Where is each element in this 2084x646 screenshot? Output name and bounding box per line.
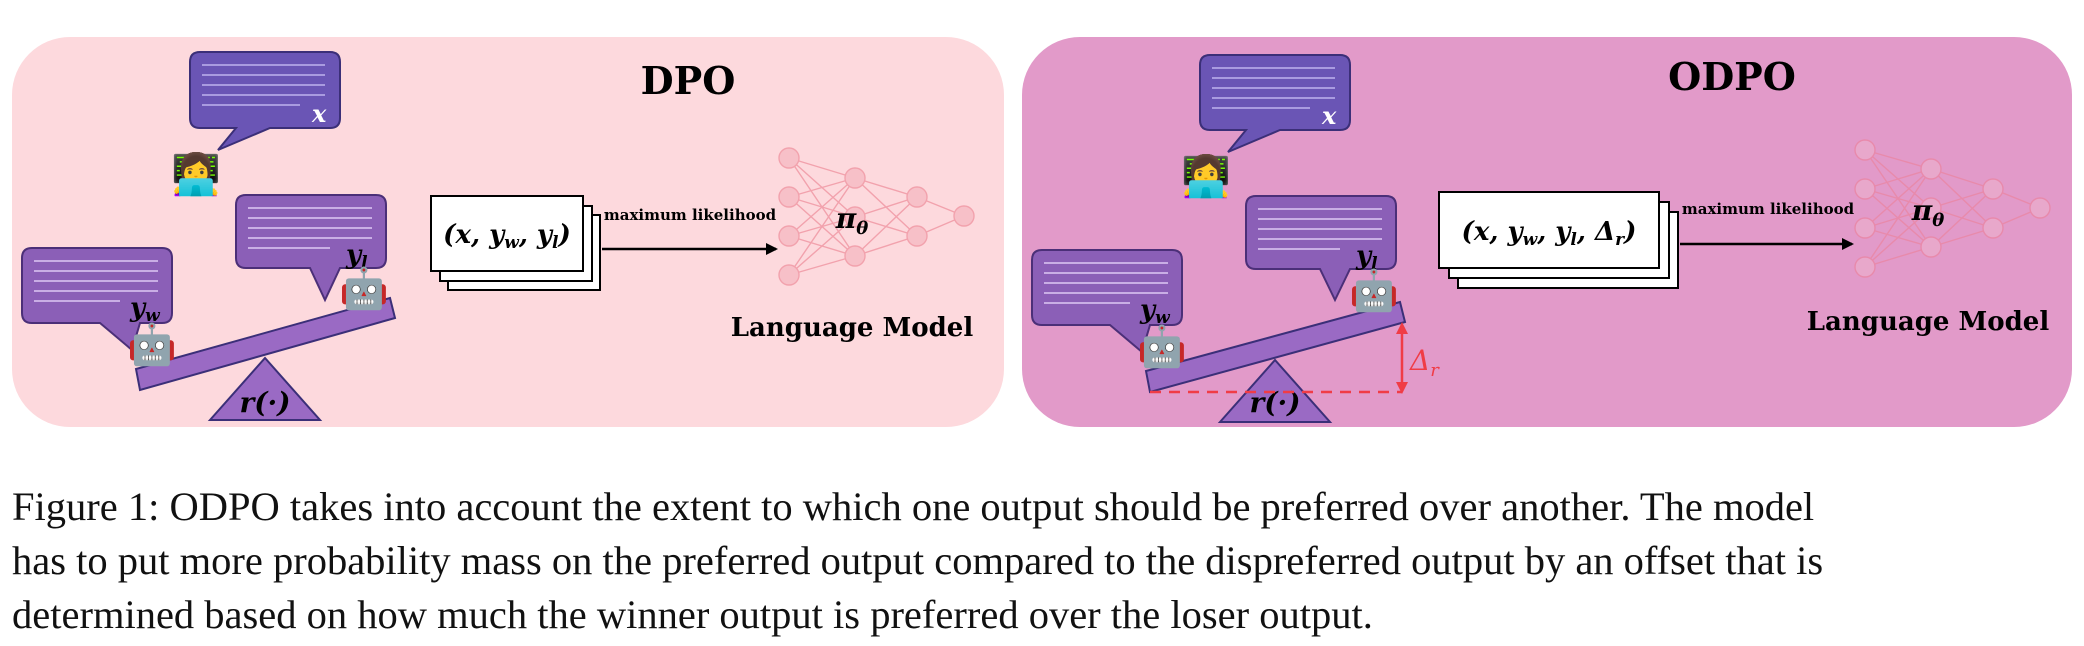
dpo-winner-label: yw (129, 293, 161, 326)
odpo-arrow-label: maximum likelihood (1682, 200, 1855, 218)
odpo-prompt-bubble: x (1199, 54, 1351, 153)
dpo-panel: DPO x 👩‍💻 yl (12, 37, 1004, 427)
caption-line: has to put more probability mass on the … (12, 538, 1824, 583)
odpo-winner-bubble: yw (1031, 249, 1183, 354)
dpo-winner-bubble: yw (21, 247, 173, 352)
dpo-title: DPO (641, 58, 736, 103)
odpo-panel: ODPO x 👩‍💻 yl (1022, 37, 2072, 427)
robot-icon: 🤖 (339, 265, 389, 312)
odpo-loser-bubble: yl (1245, 195, 1397, 303)
dpo-model-label: Language Model (731, 313, 974, 343)
user-icon: 👩‍💻 (1181, 153, 1231, 200)
user-icon: 👩‍💻 (171, 151, 221, 198)
dpo-reward-label: r(·) (240, 386, 291, 419)
odpo-winner-label: yw (1139, 295, 1171, 328)
figure: DPO x 👩‍💻 yl (12, 37, 2072, 427)
dpo-arrow-label: maximum likelihood (604, 206, 777, 224)
odpo-offset-label: Δr (1409, 344, 1440, 381)
odpo-offset-indicator: Δr (1150, 322, 1440, 394)
robot-icon: 🤖 (127, 321, 177, 368)
dpo-prompt-bubble: x (189, 51, 341, 151)
caption-line: determined based on how much the winner … (12, 592, 1373, 637)
robot-icon: 🤖 (1137, 323, 1187, 370)
odpo-policy-label: πθ (1911, 194, 1945, 231)
dpo-tuple-label: (x, yw, yl) (443, 220, 571, 253)
figure-caption: Figure 1: ODPO takes into account the ex… (12, 480, 2072, 642)
caption-line: Figure 1: ODPO takes into account the ex… (12, 484, 1815, 529)
odpo-title: ODPO (1668, 54, 1796, 99)
odpo-network (1854, 139, 2051, 278)
odpo-prompt-label: x (1321, 101, 1337, 130)
dpo-network (778, 147, 975, 286)
dpo-prompt-label: x (311, 99, 327, 128)
odpo-loser-label: yl (1355, 241, 1378, 274)
robot-icon: 🤖 (1349, 267, 1399, 314)
dpo-loser-label: yl (345, 240, 368, 273)
dpo-seesaw: r(·) (134, 296, 397, 421)
dpo-loser-bubble: yl (235, 194, 387, 303)
odpo-tuple-label: (x, yw, yl, Δr) (1462, 217, 1637, 250)
odpo-data-stack: (x, yw, yl, Δr) (1438, 191, 1679, 289)
dpo-policy-label: πθ (835, 202, 869, 239)
odpo-model-label: Language Model (1807, 307, 2050, 337)
dpo-data-stack: (x, yw, yl) (430, 195, 601, 291)
